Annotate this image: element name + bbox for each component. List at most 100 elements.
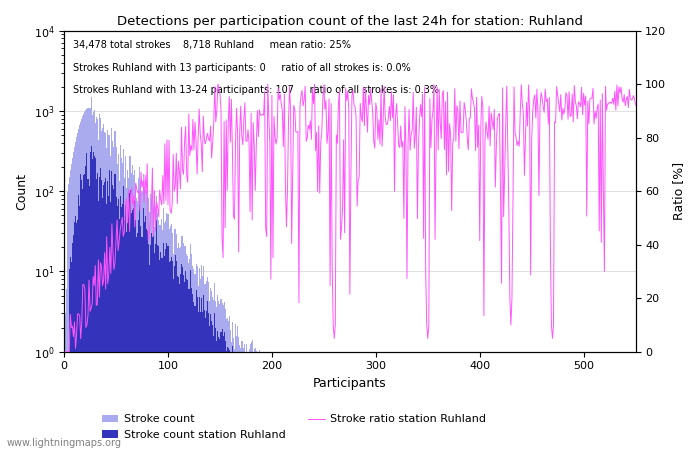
Bar xyxy=(313,352,314,450)
Bar xyxy=(219,339,220,450)
Bar xyxy=(283,352,284,450)
Bar xyxy=(393,352,394,450)
Bar xyxy=(128,209,129,450)
Bar xyxy=(634,352,635,450)
Bar xyxy=(522,352,523,450)
Bar xyxy=(290,352,291,450)
Bar xyxy=(153,207,154,450)
Bar xyxy=(482,352,484,450)
Bar xyxy=(494,352,495,450)
Bar xyxy=(309,352,310,450)
Bar xyxy=(633,352,634,450)
Bar xyxy=(150,194,151,450)
Bar xyxy=(218,337,219,450)
Bar xyxy=(568,366,570,450)
Bar xyxy=(75,216,76,450)
Bar xyxy=(562,362,564,450)
Bar xyxy=(106,204,107,450)
Bar xyxy=(516,352,517,450)
Bar xyxy=(433,352,435,450)
Bar xyxy=(159,225,160,450)
Bar xyxy=(544,352,545,450)
Bar xyxy=(410,352,411,450)
Bar xyxy=(131,173,132,450)
Bar xyxy=(174,266,175,450)
Bar xyxy=(521,352,522,450)
Bar xyxy=(577,363,578,450)
Bar xyxy=(524,352,525,450)
Bar xyxy=(401,352,402,450)
Bar xyxy=(415,352,416,450)
Bar xyxy=(594,352,596,450)
Bar xyxy=(279,352,280,450)
Bar xyxy=(512,352,514,450)
Bar xyxy=(241,342,242,450)
Bar xyxy=(437,352,438,450)
Bar xyxy=(365,352,366,450)
Bar xyxy=(202,312,203,450)
Bar xyxy=(414,352,415,450)
Bar xyxy=(246,352,248,450)
Bar xyxy=(536,352,538,450)
Bar xyxy=(88,186,90,450)
Bar xyxy=(469,352,470,450)
Bar xyxy=(324,352,326,450)
Bar xyxy=(500,352,501,450)
Stroke ratio station Ruhland xyxy=(564,117,573,122)
Bar xyxy=(248,352,250,450)
Bar xyxy=(149,212,150,450)
Bar xyxy=(298,352,300,450)
Bar xyxy=(260,352,261,450)
Bar xyxy=(116,197,117,450)
Bar xyxy=(302,352,304,450)
Bar xyxy=(519,352,521,450)
Bar xyxy=(414,352,415,450)
Bar xyxy=(94,110,95,450)
Bar xyxy=(178,243,179,450)
Bar xyxy=(499,352,500,450)
Bar xyxy=(160,225,161,450)
Bar xyxy=(144,187,145,450)
Bar xyxy=(148,243,149,450)
Bar xyxy=(152,193,153,450)
Bar xyxy=(635,352,636,450)
Bar xyxy=(84,112,85,450)
Bar xyxy=(288,352,289,450)
Bar xyxy=(580,366,581,450)
Bar xyxy=(137,201,139,450)
Bar xyxy=(300,352,302,450)
Bar xyxy=(578,369,579,450)
Bar xyxy=(251,340,253,450)
Bar xyxy=(465,352,466,450)
Bar xyxy=(381,352,382,450)
Bar xyxy=(293,352,294,450)
Bar xyxy=(496,352,497,450)
Bar xyxy=(148,198,149,450)
Bar xyxy=(473,352,474,450)
Bar xyxy=(253,349,255,450)
Bar xyxy=(244,352,246,450)
Bar xyxy=(223,302,225,450)
Bar xyxy=(343,352,344,450)
Bar xyxy=(274,352,276,450)
Bar xyxy=(278,352,279,450)
Bar xyxy=(184,282,185,450)
Bar xyxy=(497,352,498,450)
Bar xyxy=(504,352,505,450)
Bar xyxy=(90,146,92,450)
Bar xyxy=(335,352,336,450)
Bar xyxy=(343,352,344,450)
Bar xyxy=(260,352,261,450)
Bar xyxy=(430,352,431,450)
Bar xyxy=(619,370,620,450)
Bar xyxy=(242,352,244,450)
Bar xyxy=(412,352,413,450)
Bar xyxy=(448,352,449,450)
Bar xyxy=(458,352,459,450)
Stroke ratio station Ruhland xyxy=(214,81,222,87)
Bar xyxy=(274,352,276,450)
Bar xyxy=(613,352,615,450)
Bar xyxy=(371,352,372,450)
Bar xyxy=(306,352,307,450)
Bar xyxy=(204,310,205,450)
